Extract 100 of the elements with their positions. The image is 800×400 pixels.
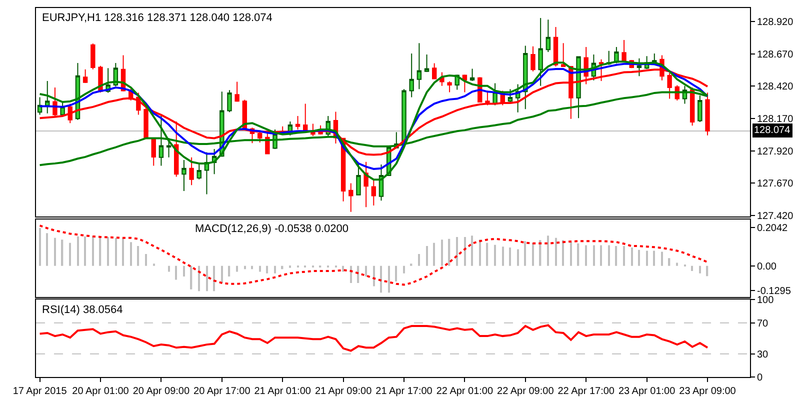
x-tick-label: 20 Apr 17:00: [194, 386, 251, 397]
bar: [221, 266, 223, 283]
bar: [137, 246, 140, 266]
bar: [342, 266, 344, 272]
candlestick: [227, 90, 232, 113]
x-tick-label: 23 Apr 09:00: [679, 386, 736, 397]
bar: [471, 236, 473, 266]
bar: [638, 250, 640, 266]
bar: [433, 242, 435, 266]
bar: [418, 254, 420, 266]
bar: [631, 248, 633, 266]
bar: [175, 266, 177, 280]
candlestick: [462, 74, 468, 93]
bar: [39, 228, 41, 266]
bar: [274, 266, 276, 274]
candlestick: [371, 179, 376, 206]
x-tick-label: 21 Apr 17:00: [376, 386, 433, 397]
candlestick: [508, 88, 513, 103]
bar: [699, 266, 701, 274]
bar: [365, 266, 367, 277]
bar: [524, 241, 526, 266]
candlestick: [530, 46, 536, 72]
y-tick-label: 127.420: [757, 211, 794, 222]
bar: [54, 238, 56, 266]
x-tick-label: 21 Apr 01:00: [254, 386, 312, 397]
candlestick: [698, 95, 702, 123]
candlestick: [348, 182, 354, 212]
bar: [577, 243, 580, 266]
bar: [426, 246, 428, 266]
bar: [456, 236, 458, 266]
candlestick: [409, 53, 414, 98]
candlestick: [538, 17, 543, 86]
bar: [266, 266, 268, 274]
bar: [562, 240, 564, 266]
bar: [441, 240, 443, 266]
y-tick-label: 128.170: [757, 114, 794, 126]
bar: [69, 242, 71, 266]
candlestick: [705, 92, 710, 136]
candlestick: [553, 26, 558, 67]
candlestick: [189, 156, 194, 186]
candlestick: [667, 72, 672, 100]
chart-title: MACD(12,26,9) -0.0538 0.0200: [195, 223, 348, 235]
bar: [509, 248, 511, 266]
candlestick: [546, 19, 551, 52]
x-tick-label: 20 Apr 09:00: [132, 386, 190, 397]
bar: [130, 242, 132, 266]
bar: [259, 266, 261, 272]
bar: [198, 266, 200, 292]
bar: [585, 245, 587, 266]
bar: [464, 236, 466, 266]
bar: [92, 236, 94, 266]
bar: [479, 240, 481, 266]
y-tick-label: 30: [757, 349, 769, 360]
bar: [600, 245, 602, 266]
bar: [494, 244, 496, 266]
bar: [502, 246, 504, 266]
bar: [403, 266, 405, 274]
bar: [532, 242, 534, 266]
bar: [380, 266, 382, 293]
bar: [46, 233, 48, 266]
candlestick: [416, 42, 422, 90]
candlestick: [295, 115, 300, 130]
bar: [615, 246, 618, 266]
y-tick-label: -0.1295: [757, 286, 792, 297]
bar: [244, 266, 246, 270]
bar: [190, 266, 192, 290]
bar: [706, 266, 708, 276]
x-tick-label: 21 Apr 09:00: [314, 386, 372, 397]
bar: [486, 242, 488, 266]
bar: [236, 266, 238, 272]
bar: [448, 238, 450, 266]
bar: [228, 266, 230, 277]
candlestick: [82, 68, 88, 84]
candlestick: [440, 72, 444, 86]
bar: [115, 238, 117, 266]
y-tick-label: 127.920: [757, 146, 794, 158]
x-tick-label: 22 Apr 17:00: [558, 386, 615, 397]
y-tick-label: 128.670: [757, 49, 794, 60]
bar: [555, 238, 557, 266]
bar: [608, 245, 610, 266]
bar: [84, 236, 86, 266]
x-tick-label: 23 Apr 01:00: [618, 386, 676, 397]
candlestick: [636, 58, 642, 77]
candlestick: [182, 159, 186, 192]
y-tick-label: 70: [757, 318, 769, 330]
y-tick-label: 0.2042: [757, 222, 788, 234]
y-tick-label: 0: [757, 372, 763, 384]
bar: [168, 266, 170, 272]
bar: [251, 266, 253, 270]
candlestick: [158, 114, 164, 166]
bar: [653, 250, 655, 266]
bar: [213, 266, 215, 292]
candlestick: [424, 54, 430, 73]
line-series: [38, 224, 709, 286]
bar: [77, 236, 79, 266]
chart-title: RSI(14) 38.0564: [42, 304, 123, 316]
x-tick-label: 20 Apr 01:00: [72, 386, 130, 397]
bar: [183, 266, 185, 277]
line-series: [38, 324, 709, 352]
bar: [99, 236, 102, 266]
